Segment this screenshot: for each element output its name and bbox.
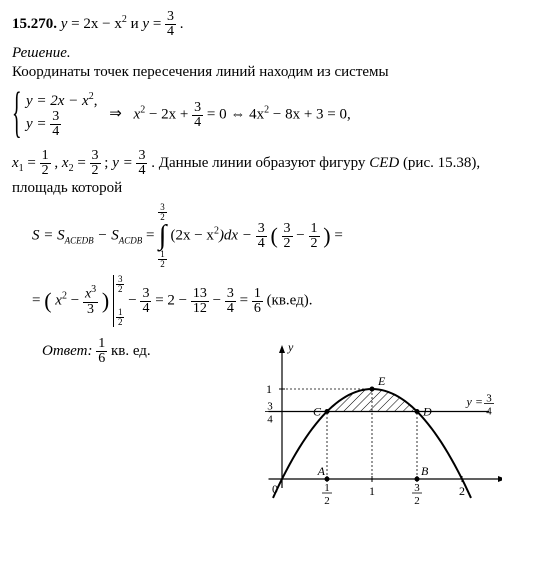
roots-line: x1 = 12 , x2 = 32 ; y = 34 . Данные лини… <box>12 149 538 178</box>
arrow: ⇒ <box>109 106 122 122</box>
problem-statement: 15.270. y = 2x − x2 и y = 3 4 . <box>12 10 538 39</box>
system-brace: y = 2x − x2, y = 34 <box>12 91 97 139</box>
eq2-lhs: y <box>142 16 149 32</box>
sys-eq1: y = 2x − x2, <box>26 91 97 110</box>
eq-sign: = <box>153 16 165 32</box>
svg-text:2: 2 <box>414 495 420 507</box>
eq1-lhs: y <box>61 16 68 32</box>
svg-text:1: 1 <box>324 482 330 494</box>
integral-line: S = SACEDB − SACDB = 32 ∫ 12 (2x − x2)dx… <box>32 203 538 269</box>
eval-and-figure: = ( x2 − x3 3 ) 32 12 − 34 = 2 − 1312 − … <box>12 275 538 509</box>
eq-sign: = <box>71 16 83 32</box>
figure-plot: ABCDE0xy121322341y = 34 <box>222 329 502 509</box>
integral-symbol: 32 ∫ 12 <box>158 203 167 269</box>
solution-heading: Решение. <box>12 45 538 62</box>
svg-text:E: E <box>377 374 386 388</box>
svg-text:4: 4 <box>267 414 273 426</box>
eq1-exp: 2 <box>122 14 127 25</box>
svg-text:1: 1 <box>369 484 375 498</box>
svg-text:A: A <box>317 464 326 478</box>
svg-text:C: C <box>313 405 322 419</box>
conj: и <box>131 16 143 32</box>
svg-text:2: 2 <box>459 484 465 498</box>
problem-number: 15.270. <box>12 16 57 32</box>
svg-text:3: 3 <box>486 393 492 405</box>
eq1-rhs: 2x − x <box>83 16 121 32</box>
answer-label: Ответ: <box>42 343 92 359</box>
eval-line: = ( x2 − x3 3 ) 32 12 − 34 = 2 − 1312 − … <box>32 275 538 327</box>
svg-text:3: 3 <box>267 401 273 413</box>
answer-block: Ответ: 16 кв. ед. <box>42 337 222 366</box>
svg-text:4: 4 <box>486 406 492 418</box>
svg-text:1: 1 <box>266 382 272 396</box>
sys-eq2: y = 34 <box>26 110 97 139</box>
svg-text:0: 0 <box>272 482 278 496</box>
eval-bar: 32 12 <box>113 275 125 327</box>
svg-text:2: 2 <box>324 495 330 507</box>
svg-text:3: 3 <box>414 482 420 494</box>
svg-text:y =: y = <box>466 395 483 409</box>
svg-text:B: B <box>421 464 429 478</box>
system-row: y = 2x − x2, y = 34 ⇒ x2 − 2x + 34 = 0 ⇔… <box>12 91 538 139</box>
intro-line: Координаты точек пересечения линий наход… <box>12 64 538 81</box>
svg-text:D: D <box>422 405 432 419</box>
area-intro: площадь которой <box>12 180 538 197</box>
dot: . <box>180 16 184 32</box>
eq2-frac: 3 4 <box>165 10 176 39</box>
svg-text:y: y <box>287 340 294 354</box>
